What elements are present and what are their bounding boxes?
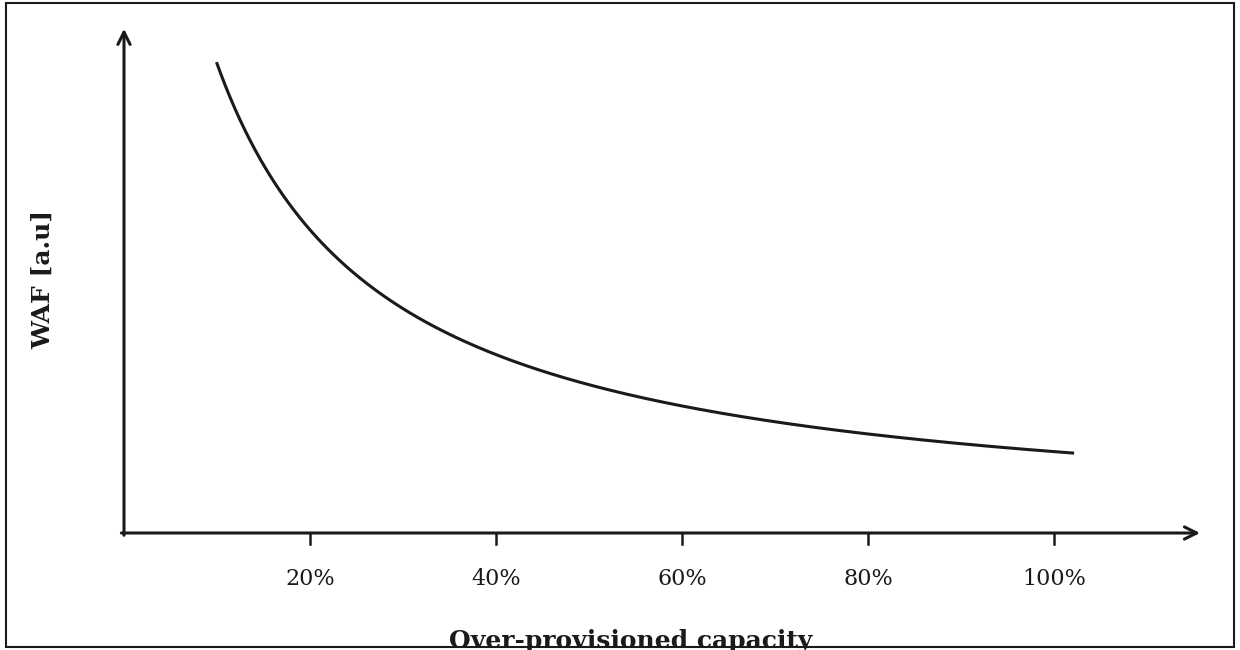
Text: 80%: 80% xyxy=(843,569,893,590)
Text: 60%: 60% xyxy=(657,569,707,590)
Text: 20%: 20% xyxy=(285,569,335,590)
Text: 100%: 100% xyxy=(1022,569,1086,590)
Text: WAF [a.u]: WAF [a.u] xyxy=(31,210,55,349)
Text: Over-provisioned capacity: Over-provisioned capacity xyxy=(449,629,812,650)
Text: 40%: 40% xyxy=(471,569,521,590)
